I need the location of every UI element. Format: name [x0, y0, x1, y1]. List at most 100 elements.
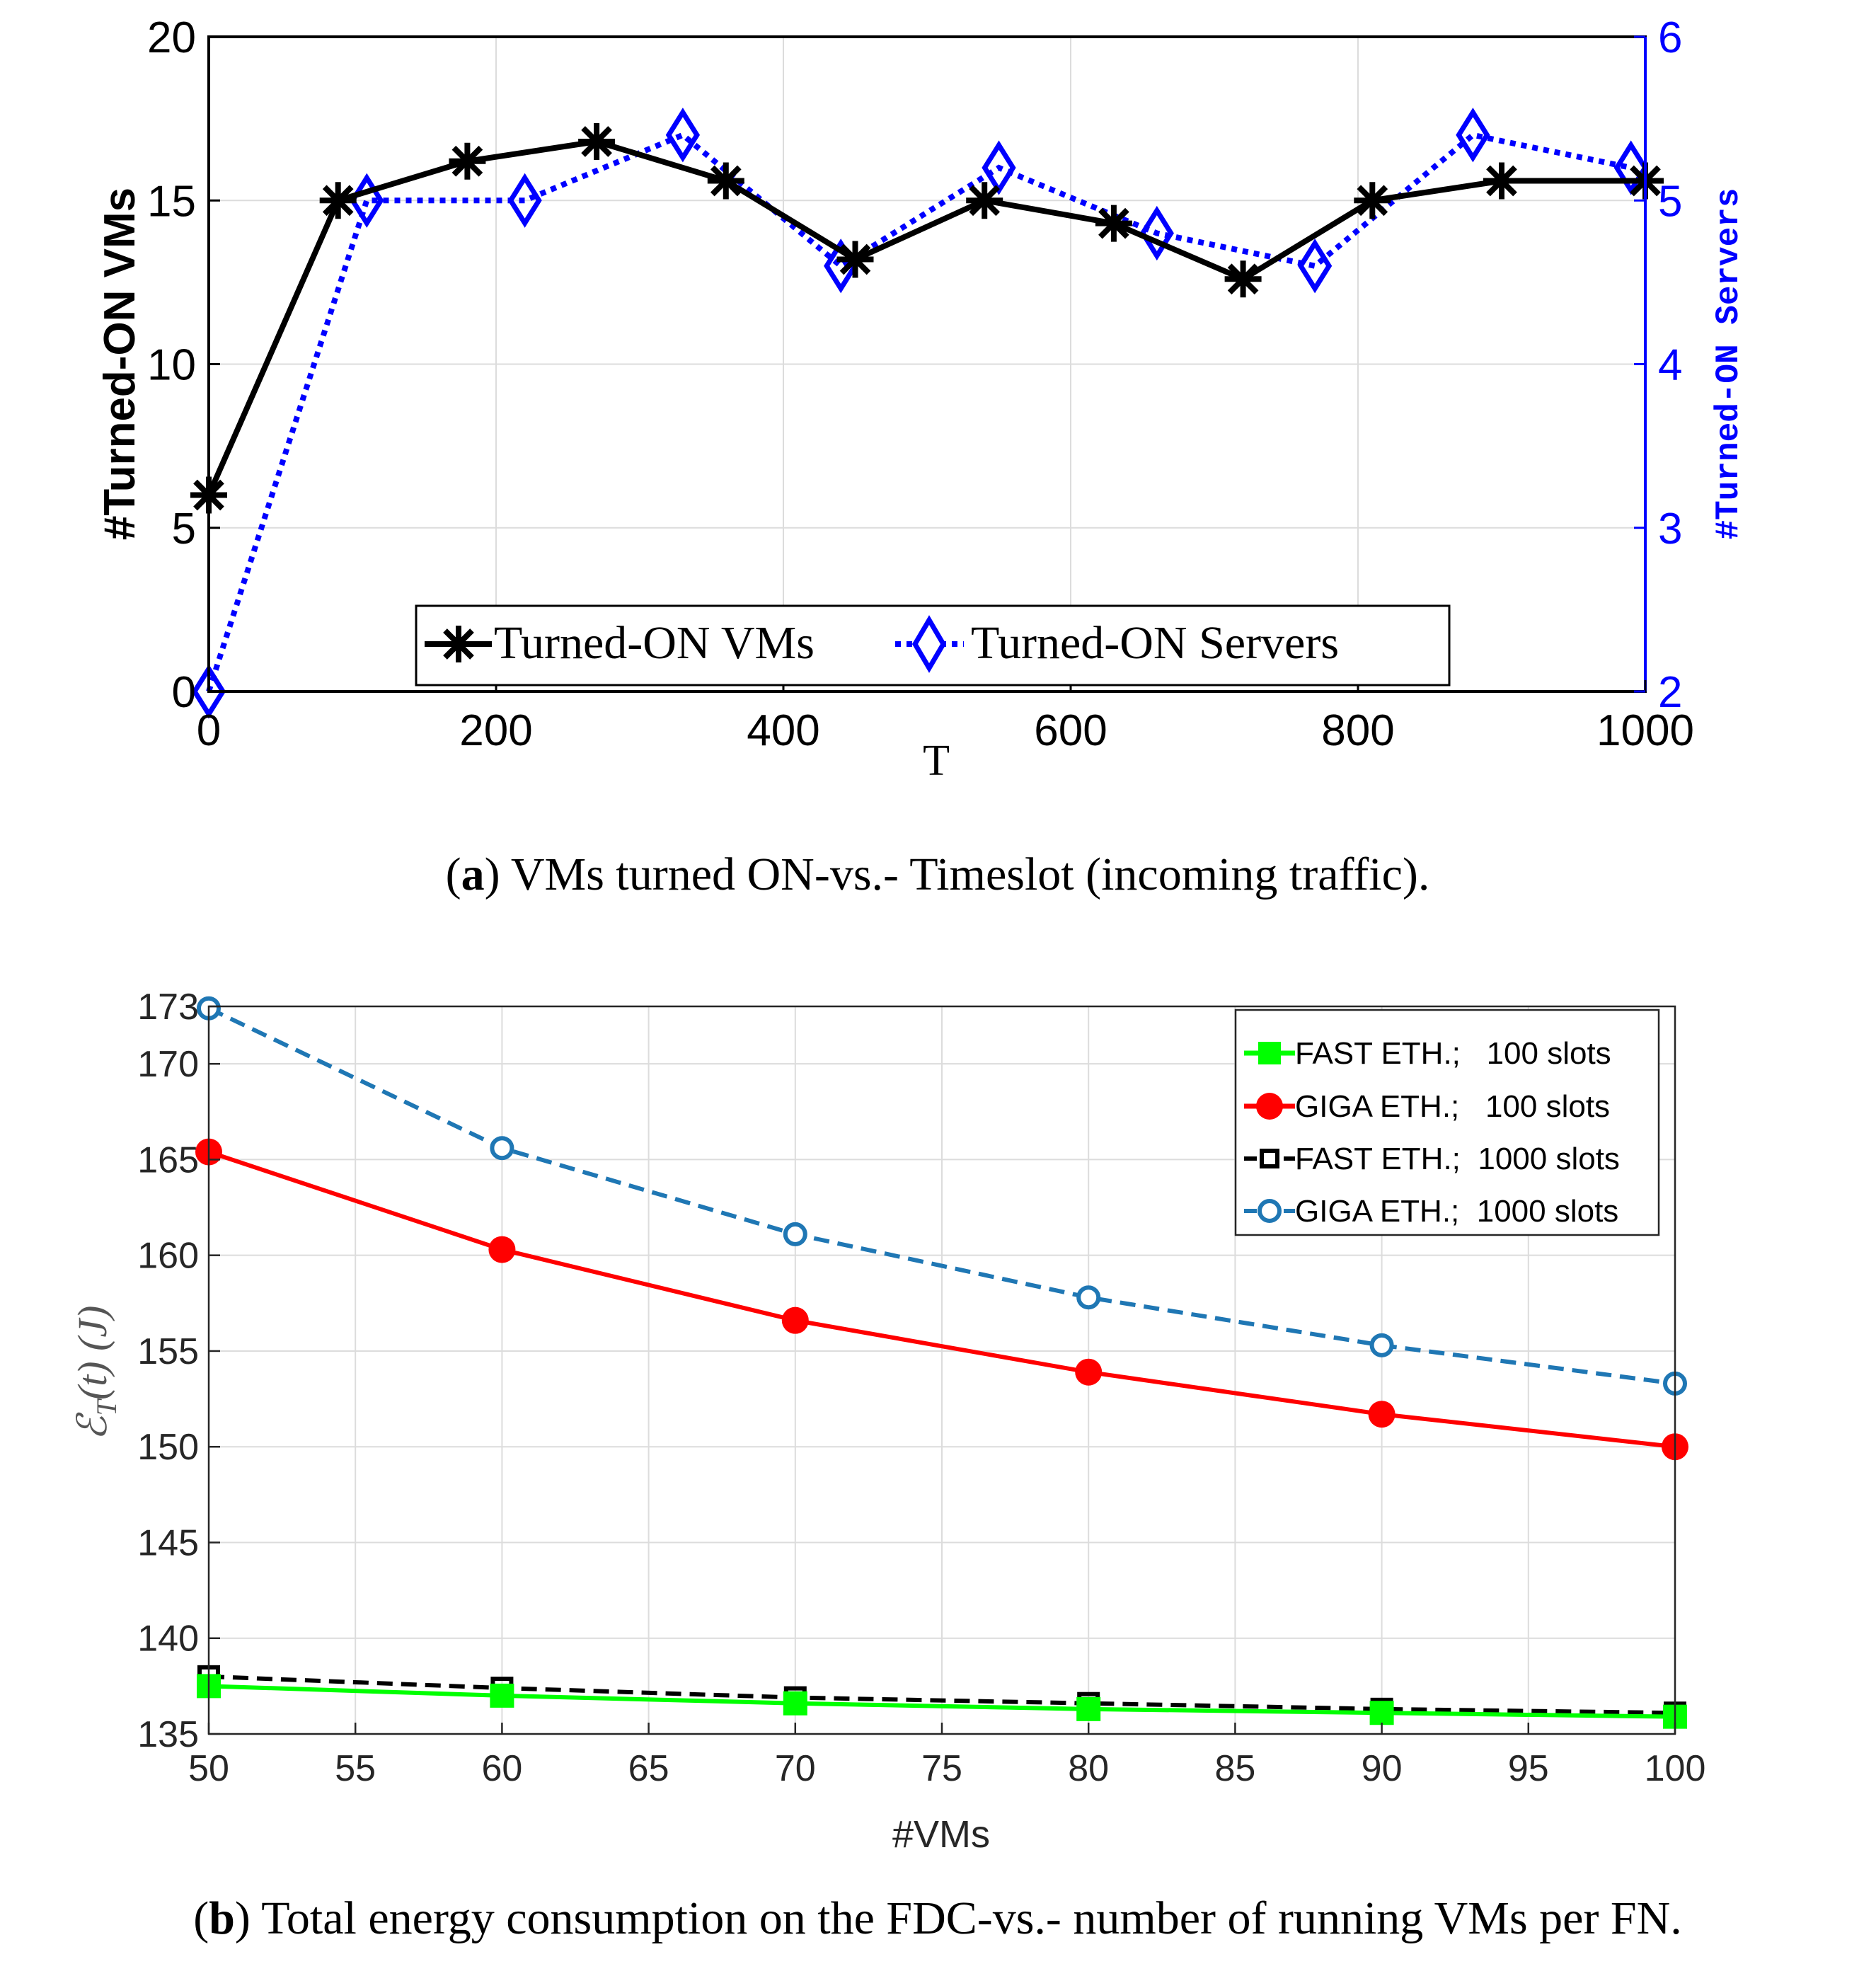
panel-b-y-ticks: 135 140 145 150 155 160 165 170 173 — [137, 987, 220, 1755]
panel-b-caption-label: b — [209, 1892, 235, 1944]
panel-b-y-tick-label: 170 — [137, 1044, 199, 1085]
legend-giga-1000-marker — [1258, 1199, 1282, 1223]
legend-fast-1000-marker — [1260, 1149, 1279, 1168]
series-point-0 — [1369, 1701, 1394, 1725]
panel-a-y-tick-label: 20 — [147, 13, 196, 62]
legend-fast-100-label: FAST ETH.; 100 slots — [1295, 1036, 1611, 1071]
panel-a-y-right-tick-label: 6 — [1658, 13, 1682, 62]
panel-a-y-right-tick-label: 2 — [1658, 668, 1682, 717]
vms-point — [1095, 205, 1132, 242]
panel-b-x-tick-label: 75 — [921, 1748, 962, 1789]
panel-a-y-tick-label: 5 — [172, 505, 196, 553]
panel-b-x-label: #VMs — [892, 1813, 990, 1856]
panel-a-y-tick-label: 10 — [147, 341, 196, 390]
panel-a-y-tick-label: 0 — [172, 668, 196, 717]
vms-point — [319, 182, 357, 219]
panel-b-x-tick-label: 70 — [775, 1748, 816, 1789]
panel-a-y-right-tick-label: 4 — [1658, 341, 1682, 390]
legend-item-fast-100: FAST ETH.; 100 slots — [1244, 1036, 1611, 1071]
series-point-1 — [488, 1236, 516, 1263]
series-line-1 — [208, 1149, 1676, 1449]
vms-point — [1354, 182, 1391, 219]
panel-a-y-label-right: #Turned-ON Servers — [1710, 188, 1747, 540]
legend-vms-marker — [440, 626, 477, 662]
panel-a-y-ticks-right: 2 3 4 5 6 — [1634, 13, 1682, 717]
series-point-3 — [783, 1222, 807, 1246]
series-point-0 — [490, 1683, 514, 1708]
panel-b-x-tick-label: 50 — [188, 1748, 229, 1789]
legend-servers-marker — [911, 615, 947, 673]
panel-a-y-label: #Turned-ON VMs — [96, 188, 144, 540]
panel-a-x-tick-label: 1000 — [1596, 706, 1694, 755]
series-line-2 — [208, 1674, 1676, 1716]
panel-a-x-tick-label: 800 — [1321, 706, 1394, 755]
panel-a-caption-text: VMs turned ON-vs.- Timeslot (incoming tr… — [511, 849, 1430, 900]
panel-a-chart: 0 200 400 600 800 1000 0 5 10 15 20 2 3 4 5 6 T #Turn… — [96, 13, 1747, 900]
vms-point — [966, 182, 1003, 219]
panel-b-y-tick-label: 165 — [137, 1139, 199, 1181]
panel-b-x-tick-label: 100 — [1645, 1748, 1706, 1789]
panel-a-caption: (a) VMs turned ON-vs.- Timeslot (incomin… — [446, 849, 1430, 900]
panel-b-x-tick-label: 90 — [1362, 1748, 1403, 1789]
panel-a-y-right-tick-label: 3 — [1658, 505, 1682, 553]
series-point-0 — [1076, 1696, 1101, 1721]
panel-b-x-tick-label: 80 — [1068, 1748, 1109, 1789]
vms-point — [449, 142, 486, 180]
panel-a-y-ticks: 0 5 10 15 20 — [147, 13, 220, 717]
panel-b-x-tick-label: 95 — [1508, 1748, 1549, 1789]
series-point-1 — [1368, 1401, 1396, 1428]
panel-a-y-tick-label: 15 — [147, 177, 196, 226]
series-line-0 — [208, 1684, 1676, 1719]
panel-a-x-tick-label: 0 — [197, 706, 221, 755]
servers-point — [665, 108, 701, 163]
panel-b-x-tick-label: 55 — [335, 1748, 376, 1789]
vms-point — [836, 241, 874, 278]
series-point-1 — [1075, 1358, 1103, 1386]
legend-giga-1000-label: GIGA ETH.; 1000 slots — [1295, 1194, 1618, 1229]
legend-giga-100-marker — [1256, 1093, 1283, 1120]
y-label-symbol: ℰ — [69, 1412, 115, 1441]
panel-b-x-tick-label: 85 — [1214, 1748, 1255, 1789]
panel-b-y-tick-label: 155 — [137, 1331, 199, 1372]
panel-b-caption: (b) Total energy consumption on the FDC-… — [193, 1892, 1682, 1944]
panel-b-y-tick-label: 173 — [137, 987, 199, 1028]
panel-a-caption-label: a — [461, 849, 485, 900]
panel-b-chart: 50 55 60 65 70 75 80 85 90 95 100 1351401451501551… — [69, 987, 1705, 1944]
panel-a-x-tick-label: 600 — [1034, 706, 1107, 755]
panel-a-vms-series — [190, 123, 1664, 514]
legend-fast-1000-label: FAST ETH.; 1000 slots — [1295, 1142, 1620, 1176]
panel-b-y-tick-label: 150 — [137, 1427, 199, 1468]
vms-point — [578, 123, 616, 160]
legend-item-giga-1000: GIGA ETH.; 1000 slots — [1244, 1194, 1618, 1229]
servers-point — [1297, 239, 1333, 294]
series-point-3 — [1369, 1333, 1394, 1357]
panel-b-legend: FAST ETH.; 100 slots GIGA ETH.; 100 slot… — [1234, 1009, 1660, 1236]
vms-line — [206, 138, 1645, 497]
panel-b-legend-box — [1234, 1009, 1660, 1236]
legend-vms-label: Turned-ON VMs — [494, 617, 815, 669]
panel-b-y-tick-label: 160 — [137, 1236, 199, 1277]
panel-b-x-tick-label: 60 — [481, 1748, 522, 1789]
panel-a-x-label: T — [923, 737, 950, 785]
legend-item-vms: Turned-ON VMs — [425, 617, 815, 669]
servers-point — [982, 140, 1016, 195]
servers-point — [507, 173, 542, 228]
y-label-rest: (t) (J) — [69, 1306, 115, 1401]
vms-point — [1224, 260, 1262, 298]
series-point-3 — [1076, 1285, 1101, 1310]
panel-a-x-tick-label: 400 — [747, 706, 819, 755]
legend-giga-100-label: GIGA ETH.; 100 slots — [1295, 1089, 1610, 1124]
panel-a-x-tick-label: 200 — [459, 706, 532, 755]
servers-point — [1139, 205, 1174, 261]
panel-b-x-ticks: 50 55 60 65 70 75 80 85 90 95 100 — [188, 1723, 1705, 1789]
vms-point — [1483, 162, 1520, 200]
panel-a-legend: Turned-ON VMs Turned-ON Servers — [415, 604, 1451, 687]
panel-a-x-ticks: 0 200 400 600 800 1000 — [197, 680, 1694, 755]
panel-b-x-tick-label: 65 — [628, 1748, 669, 1789]
legend-fast-100-marker — [1258, 1042, 1281, 1064]
legend-item-giga-100: GIGA ETH.; 100 slots — [1244, 1089, 1610, 1124]
panel-b-y-tick-label: 145 — [137, 1522, 199, 1563]
series-point-0 — [783, 1691, 807, 1716]
series-line-3 — [207, 1006, 1676, 1386]
